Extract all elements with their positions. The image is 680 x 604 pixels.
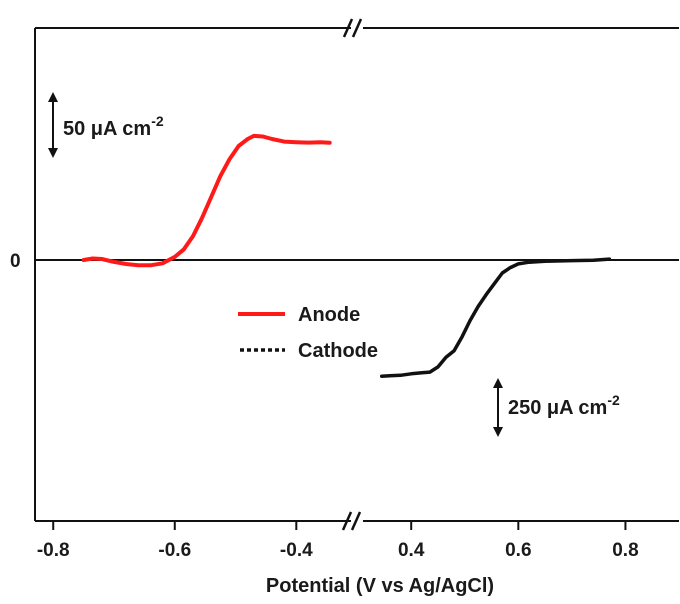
legend: Anode Cathode — [238, 304, 378, 362]
x-tick-label: 0.8 — [612, 540, 638, 561]
anode-scale-bar — [48, 92, 58, 158]
legend-cathode-label: Cathode — [298, 340, 378, 362]
arrow-up-icon — [48, 92, 58, 102]
cathode-scale-label: 250 μA cm-2 — [508, 392, 620, 419]
x-tick-label: 0.4 — [398, 540, 425, 561]
axis-break-top — [342, 18, 363, 38]
x-axis-ticks: -0.8 -0.6 -0.4 0.4 0.6 0.8 — [37, 521, 639, 561]
x-tick-label: -0.6 — [158, 540, 191, 561]
cathode-scale-bar — [493, 378, 503, 437]
anode-scale-label: 50 μA cm-2 — [63, 113, 164, 140]
cathode-curve — [379, 257, 612, 378]
arrow-down-icon — [48, 148, 58, 158]
x-tick-label: -0.8 — [37, 540, 70, 561]
arrow-down-icon — [493, 427, 503, 437]
x-tick-label: -0.4 — [280, 540, 313, 561]
x-axis-title: Potential (V vs Ag/AgCl) — [266, 575, 494, 597]
zero-label: 0 — [10, 251, 21, 272]
arrow-up-icon — [493, 378, 503, 388]
axis-break-bottom — [341, 511, 362, 531]
legend-anode-label: Anode — [298, 304, 360, 326]
x-tick-label: 0.6 — [505, 540, 531, 561]
anode-curve — [81, 133, 332, 268]
plot-frame — [34, 27, 679, 522]
